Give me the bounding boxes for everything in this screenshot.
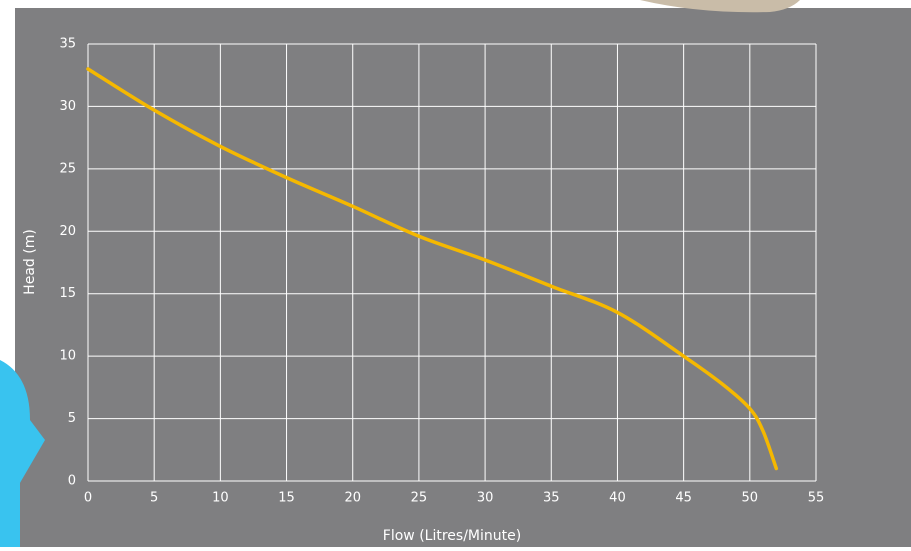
y-tick-label: 10: [59, 349, 76, 364]
x-tick-label: 0: [84, 491, 92, 506]
y-tick-label: 30: [59, 99, 76, 114]
x-tick-label: 40: [609, 491, 626, 506]
decoration-arrow: [0, 360, 45, 547]
x-tick-label: 20: [344, 491, 361, 506]
decoration: [640, 0, 800, 13]
y-axis-label: Head (m): [22, 229, 38, 295]
x-tick-label: 5: [150, 491, 158, 506]
x-axis-label: Flow (Litres/Minute): [383, 528, 521, 544]
y-tick-label: 35: [59, 37, 76, 52]
x-tick-label: 35: [543, 491, 560, 506]
y-tick-label: 0: [68, 474, 76, 489]
x-tick-label: 55: [808, 491, 825, 506]
x-tick-label: 15: [278, 491, 295, 506]
background: [15, 8, 911, 547]
y-tick-label: 15: [59, 286, 76, 301]
x-tick-label: 10: [212, 491, 229, 506]
x-tick-label: 30: [477, 491, 494, 506]
y-tick-label: 5: [68, 411, 76, 426]
x-tick-label: 45: [675, 491, 692, 506]
y-tick-label: 25: [59, 161, 76, 176]
y-tick-label: 20: [59, 224, 76, 239]
x-tick-label: 50: [742, 491, 759, 506]
curve: [86, 67, 779, 471]
x-tick-label: 25: [411, 491, 428, 506]
